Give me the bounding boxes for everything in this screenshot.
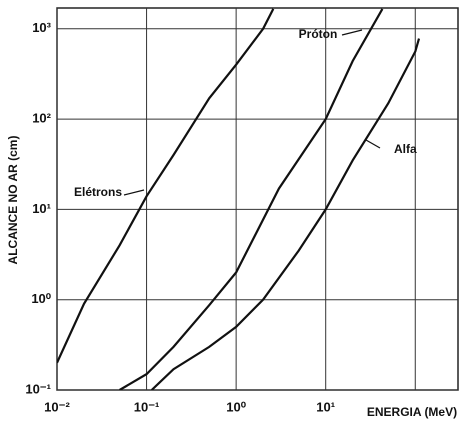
leader-line <box>341 29 363 36</box>
leader-line <box>123 189 145 196</box>
y-tick-label: 10⁰ <box>31 291 51 306</box>
x-tick-label: 10¹ <box>316 399 335 414</box>
x-tick-label: 10⁻¹ <box>134 399 160 414</box>
data-line <box>150 38 421 390</box>
series-label: Próton <box>299 27 338 41</box>
data-line <box>119 8 384 390</box>
y-axis-title: ALCANCE NO AR (cm) <box>6 136 20 265</box>
leader-line <box>365 139 381 149</box>
x-tick-label: 10⁻² <box>44 399 70 414</box>
y-tick-label: 10⁻¹ <box>25 381 51 396</box>
x-axis-title: ENERGIA (MeV) <box>367 405 457 419</box>
series-label: Alfa <box>394 142 417 156</box>
data-line <box>57 8 275 364</box>
y-tick-label: 10² <box>32 111 51 126</box>
y-tick-label: 10³ <box>32 20 51 35</box>
x-tick-label: 10⁰ <box>226 399 246 414</box>
series-label: Elétrons <box>74 185 122 199</box>
y-tick-label: 10¹ <box>32 201 51 216</box>
